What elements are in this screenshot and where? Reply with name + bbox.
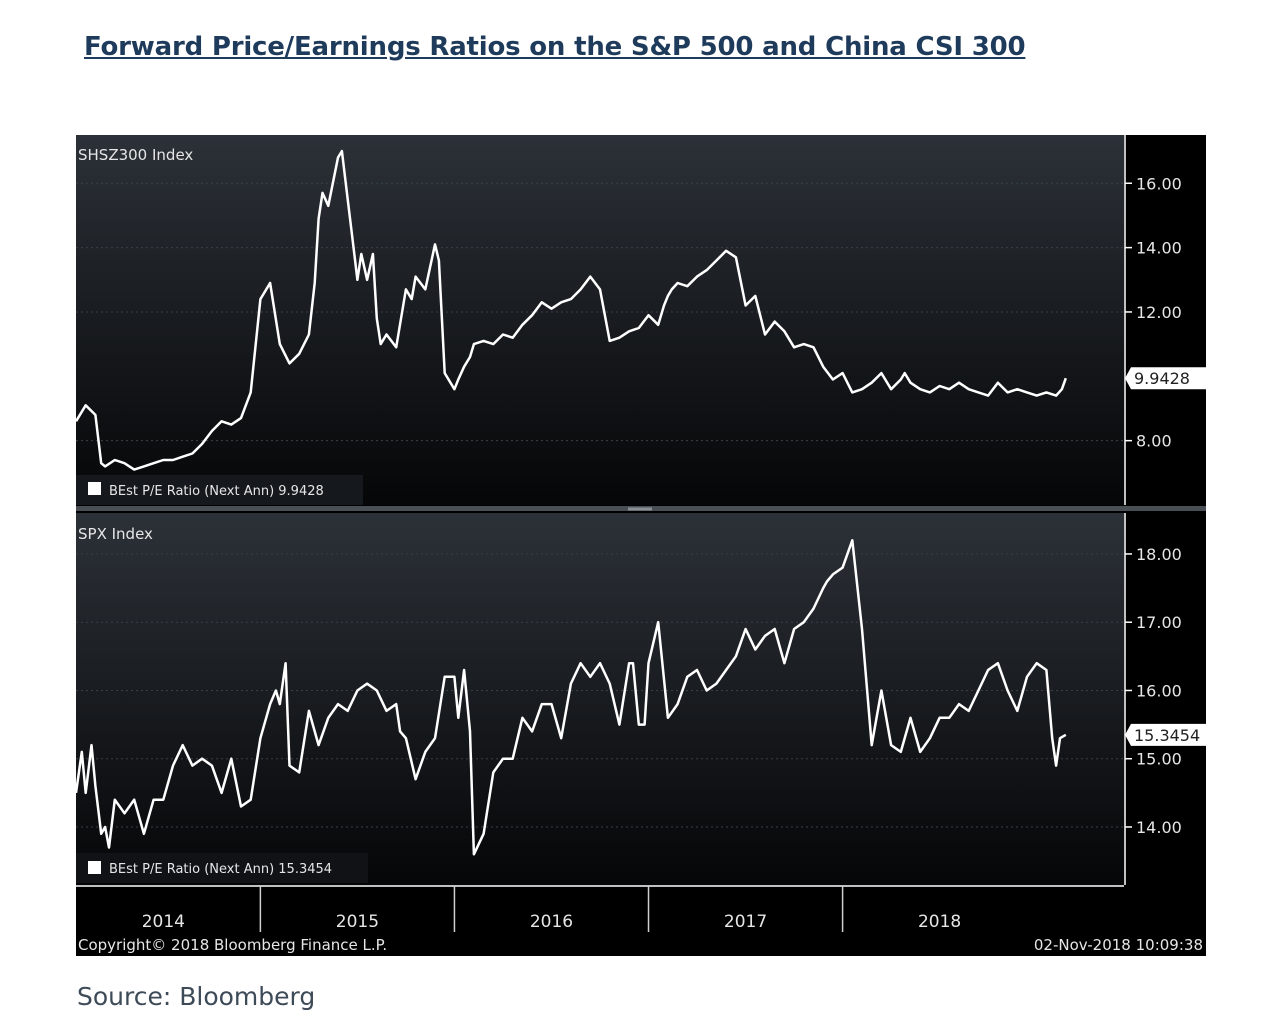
y-tick-label: 16.00 bbox=[1136, 174, 1182, 193]
top-legend-swatch bbox=[88, 482, 101, 495]
bottom-panel-background bbox=[76, 513, 1124, 885]
y-tick-label: 8.00 bbox=[1136, 432, 1172, 451]
timestamp-text: 02-Nov-2018 10:09:38 bbox=[1034, 936, 1203, 954]
top-panel-background bbox=[76, 135, 1124, 505]
y-tick-label: 14.00 bbox=[1136, 818, 1182, 837]
last-value-label: 9.9428 bbox=[1134, 369, 1190, 388]
top-panel-title: SHSZ300 Index bbox=[78, 146, 193, 164]
last-value-marker-0: 9.9428 bbox=[1125, 367, 1206, 390]
bottom-legend-swatch bbox=[88, 861, 101, 874]
x-tick-label: 2016 bbox=[530, 912, 573, 932]
y-tick-label: 12.00 bbox=[1136, 303, 1182, 322]
bloomberg-chart: 2014 2015 2016 2017 2018 16.00 14.00 12.00 8.00… bbox=[76, 135, 1206, 956]
y-tick-label: 18.00 bbox=[1136, 545, 1182, 564]
top-legend: BEst P/E Ratio (Next Ann) 9.9428 bbox=[76, 475, 363, 505]
y-tick-label: 14.00 bbox=[1136, 239, 1182, 258]
y-tick-label: 15.00 bbox=[1136, 750, 1182, 769]
copyright-text: Copyright© 2018 Bloomberg Finance L.P. bbox=[78, 936, 387, 954]
bottom-panel-title: SPX Index bbox=[78, 525, 153, 543]
last-value-marker-1: 15.3454 bbox=[1125, 723, 1206, 746]
source-note: Source: Bloomberg bbox=[77, 982, 316, 1011]
top-legend-background bbox=[76, 475, 363, 505]
last-value-box bbox=[1125, 367, 1206, 390]
last-value-box bbox=[1125, 723, 1206, 746]
y-tick-label: 17.00 bbox=[1136, 613, 1182, 632]
page-title: Forward Price/Earnings Ratios on the S&P… bbox=[84, 32, 1026, 62]
x-tick-label: 2018 bbox=[918, 912, 961, 932]
series-line-0 bbox=[76, 149, 1067, 471]
last-value-label: 15.3454 bbox=[1134, 726, 1200, 745]
bottom-legend-label: BEst P/E Ratio (Next Ann) 15.3454 bbox=[109, 862, 332, 877]
series-line-1 bbox=[76, 539, 1067, 856]
bottom-legend: BEst P/E Ratio (Next Ann) 15.3454 bbox=[76, 853, 368, 883]
x-tick-label: 2015 bbox=[336, 912, 379, 932]
x-tick-label: 2014 bbox=[142, 912, 185, 932]
y-tick-label: 16.00 bbox=[1136, 681, 1182, 700]
bottom-legend-background bbox=[76, 853, 368, 883]
top-legend-label: BEst P/E Ratio (Next Ann) 9.9428 bbox=[109, 484, 324, 499]
x-tick-label: 2017 bbox=[724, 912, 767, 932]
